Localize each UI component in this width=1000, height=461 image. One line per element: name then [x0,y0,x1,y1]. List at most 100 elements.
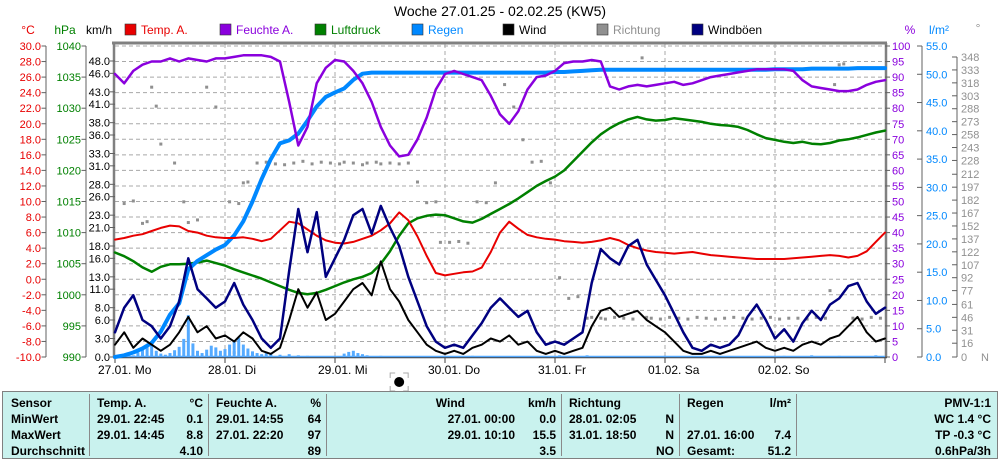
svg-text:55: 55 [892,181,904,193]
svg-text:Wind: Wind [519,23,546,37]
series-richtung [122,56,882,355]
svg-text:77: 77 [961,286,973,298]
marker-dot-icon[interactable] [394,377,405,387]
svg-text:21.0: 21.0 [89,223,110,235]
series-luftdruck [113,115,887,296]
svg-text:-10.0: -10.0 [16,352,41,364]
svg-text:30.0: 30.0 [20,41,41,53]
svg-text:1000: 1000 [57,290,81,302]
min-time: 29.01. 14:55 [216,412,284,426]
max-value: 7.4 [774,428,791,442]
col-unit: km/h [527,396,556,410]
svg-text:333: 333 [961,65,979,77]
svg-text:Feuchte A.: Feuchte A. [236,23,293,37]
min-time: 27.01. 00:00 [447,412,515,426]
svg-text:318: 318 [961,78,979,90]
col-header: Feuchte A. [216,396,277,410]
svg-text:35.0: 35.0 [926,154,947,166]
svg-text:212: 212 [961,169,979,181]
axis-wind: 48.046.0 43.041.0 38.036.0 33.031.0 28.026.0… [89,56,115,364]
svg-text:10: 10 [892,321,904,333]
avg-value: 3.5 [539,444,556,458]
svg-text:0.0: 0.0 [26,274,41,286]
svg-text:8.0: 8.0 [95,303,110,315]
min-time: 28.01. 02:05 [569,412,637,426]
svg-text:50: 50 [892,197,904,209]
svg-text:92: 92 [961,273,973,285]
svg-text:60: 60 [892,165,904,177]
svg-text:13.0: 13.0 [89,272,110,284]
svg-text:100: 100 [892,41,910,53]
legend-swatch-icon [691,23,704,36]
svg-text:40.0: 40.0 [926,126,947,138]
svg-text:1005: 1005 [57,259,81,271]
svg-text:6.0: 6.0 [95,315,110,327]
x-axis-days: 27.01. Mo 28.01. Di 29.01. Mi 30.01. Do 31.0… [98,358,886,377]
svg-text:3.0: 3.0 [95,334,110,346]
svg-text:%: % [905,23,916,37]
max-time: 31.01. 18:50 [569,428,637,442]
column-divider [326,394,327,456]
col-unit: l/m² [769,396,791,410]
svg-text:-2.0: -2.0 [22,290,41,302]
svg-text:65: 65 [892,150,904,162]
svg-text:303: 303 [961,91,979,103]
svg-text:4.0: 4.0 [26,243,41,255]
svg-text:km/h: km/h [86,23,112,37]
pmv-value: 0.6hPa/3h [934,444,991,458]
series-temp-a- [114,211,886,277]
svg-text:258: 258 [961,130,979,142]
min-value: N [665,412,674,426]
svg-text:18.0: 18.0 [20,134,41,146]
svg-text:31: 31 [961,325,973,337]
svg-text:40: 40 [892,228,904,240]
svg-text:167: 167 [961,208,979,220]
legend-swatch-icon [314,23,327,36]
max-value: 15.5 [532,428,556,442]
legend-swatch-icon [502,23,515,36]
svg-text:15.0: 15.0 [926,267,947,279]
avg-value: NO [656,444,674,458]
svg-text:95: 95 [892,57,904,69]
legend-item-luftdruck: Luftdruck [314,23,381,37]
column-divider [679,394,680,456]
svg-text:23.0: 23.0 [89,210,110,222]
row-label: MaxWert [11,428,61,442]
svg-text:1025: 1025 [57,134,81,146]
svg-text:152: 152 [961,221,979,233]
svg-text:228: 228 [961,155,979,167]
svg-text:46: 46 [961,312,973,324]
col-unit: °C [189,396,203,410]
svg-text:55.0: 55.0 [926,41,947,53]
svg-text:43.0: 43.0 [89,87,110,99]
legend-item-wind: Wind [502,23,546,37]
svg-text:995: 995 [63,321,81,333]
svg-text:1020: 1020 [57,165,81,177]
time-position-marker[interactable] [389,372,409,392]
svg-text:-4.0: -4.0 [22,305,41,317]
column-divider [208,394,209,456]
svg-text:-6.0: -6.0 [22,321,41,333]
svg-text:85: 85 [892,88,904,100]
svg-text:l/m²: l/m² [929,23,949,37]
axis-humidity: 1009590858075706560555045403530252015105… [885,41,910,364]
legend-swatch-icon [219,23,232,36]
svg-text:°: ° [976,21,981,35]
svg-text:Luftdruck: Luftdruck [331,23,381,37]
svg-text:16: 16 [961,338,973,350]
col-header: Wind [435,396,465,410]
pmv-value: WC 1.4 °C [934,412,991,426]
svg-text:28.0: 28.0 [89,179,110,191]
svg-text:10.0: 10.0 [20,197,41,209]
svg-text:1010: 1010 [57,228,81,240]
legend-swatch-icon [596,23,609,36]
svg-text:-8.0: -8.0 [22,336,41,348]
col-header: Regen [687,396,724,410]
avg-value: 89 [307,444,321,458]
min-value: 0.0 [539,412,556,426]
svg-text:16.0: 16.0 [20,150,41,162]
legend-item-temp-a-: Temp. A. [124,23,188,37]
series-regen-summe [113,66,887,359]
axis-temp: 30.0 28.0 26.0 24.0 22.0 20.0 18.0 16.0 14.0 12.0… [16,41,47,364]
column-divider [89,394,90,456]
